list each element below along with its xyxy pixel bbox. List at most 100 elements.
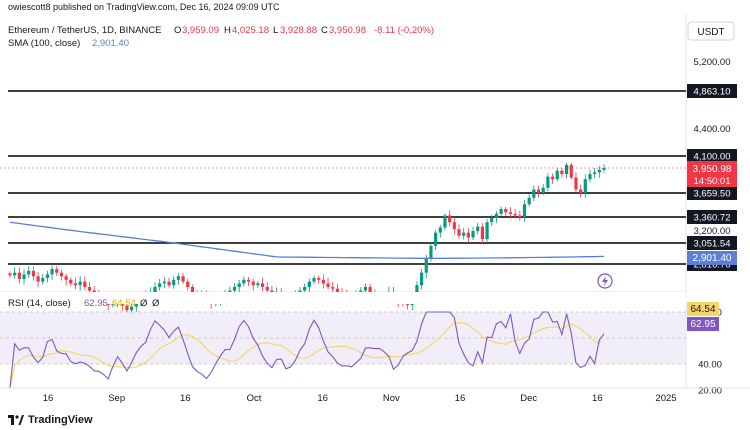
candle-body-118 xyxy=(560,170,564,175)
candle-body-124 xyxy=(588,174,592,180)
symbol-title: Ethereum / TetherUS, 1D, BINANCE xyxy=(8,25,161,36)
level-tag-2 xyxy=(687,186,737,200)
rsi-ma-tag-value: 64.54 xyxy=(690,304,715,315)
candle-body-39 xyxy=(190,286,195,293)
candle-body-9 xyxy=(50,269,54,275)
currency-button[interactable] xyxy=(687,21,735,41)
candle-body-127 xyxy=(602,168,606,170)
candle-body-96 xyxy=(457,229,461,236)
candle-body-48 xyxy=(232,286,237,291)
sma-value: 2,901.40 xyxy=(92,38,129,49)
rsi-value: 62.95 xyxy=(84,298,108,309)
level-tag-4 xyxy=(687,236,737,250)
candle-body-16 xyxy=(83,281,87,287)
candle-body-35 xyxy=(172,279,176,286)
candle-body-120 xyxy=(569,164,573,178)
ohlc-legend: Ethereum / TetherUS, 1D, BINANCE O 3,959… xyxy=(8,25,434,36)
price-axis[interactable]: 5,200.00 4,400.00 3,200.00 4,863.10 4,100.00… xyxy=(687,57,737,271)
candle-body-64 xyxy=(307,281,311,287)
rsi-ma-value: 64.54 xyxy=(112,298,136,309)
candle-body-101 xyxy=(480,226,484,240)
candle-body-55 xyxy=(265,286,269,291)
sma-line xyxy=(9,221,605,259)
level-tag-label-0: 4,863.10 xyxy=(694,87,731,98)
candle-body-91 xyxy=(434,232,438,246)
candle-body-89 xyxy=(424,258,428,273)
candle-body-123 xyxy=(583,179,587,193)
rsi-tick-2: 20.00 xyxy=(698,386,722,397)
candle-body-65 xyxy=(312,278,316,282)
candle-body-63 xyxy=(303,286,307,291)
candle-body-7 xyxy=(41,278,45,282)
alert-icon[interactable] xyxy=(597,273,613,289)
candle-body-6 xyxy=(36,276,40,282)
pane-gap xyxy=(0,292,686,304)
rsi-ma-tag: 64.54 xyxy=(687,302,719,316)
currency-button-label: USDT xyxy=(697,27,724,38)
candle-body-113 xyxy=(536,189,541,193)
level-tag-1 xyxy=(687,149,737,163)
candle-body-126 xyxy=(597,169,601,173)
support-resistance-levels xyxy=(8,90,686,265)
price-tick-2: 3,200.00 xyxy=(694,226,731,237)
current-price-value: 3,950.98 xyxy=(693,164,732,175)
time-tick-5: Nov xyxy=(383,393,400,404)
candle-body-98 xyxy=(466,232,470,238)
time-tick-3: Oct xyxy=(247,393,262,404)
level-tag-label-3: 3,360.72 xyxy=(694,213,731,224)
candle-body-31 xyxy=(153,286,157,293)
candle-body-105 xyxy=(499,209,503,214)
high-value: 4,025.18 xyxy=(232,25,269,36)
price-tick-0: 5,200.00 xyxy=(694,57,731,68)
candle-body-53 xyxy=(256,283,260,286)
time-tick-6: 16 xyxy=(455,393,466,404)
candle-body-95 xyxy=(452,222,456,230)
bar-countdown: 14:50:01 xyxy=(694,176,731,187)
candle-body-32 xyxy=(158,283,162,287)
rsi-tag-value: 62.95 xyxy=(690,319,715,330)
publisher-note: owiescott8 published on TradingView.com,… xyxy=(8,2,280,12)
candle-body-88 xyxy=(419,272,424,286)
time-tick-4: 16 xyxy=(317,393,328,404)
sma-label: SMA (100, close) xyxy=(8,38,80,49)
candle-body-34 xyxy=(167,281,171,286)
candle-body-122 xyxy=(579,189,583,193)
current-price-tag: 3,950.98 14:50:01 xyxy=(687,161,737,187)
candle-body-70 xyxy=(335,288,340,293)
time-axis[interactable]: 16 Sep 16 Oct 16 Nov 16 Dec 16 2025 xyxy=(43,393,677,404)
candle-body-125 xyxy=(593,172,597,175)
candle-body-11 xyxy=(59,272,64,277)
candle-body-119 xyxy=(564,164,569,175)
candle-body-52 xyxy=(251,281,255,286)
rsi-tag: 62.95 xyxy=(687,317,719,331)
candle-body-51 xyxy=(246,279,251,282)
candle-body-111 xyxy=(527,197,531,205)
candle-body-67 xyxy=(321,279,325,284)
change-value: -8.11 (-0.20%) xyxy=(374,25,434,36)
candle-body-50 xyxy=(242,279,246,284)
candle-body-117 xyxy=(555,170,559,180)
candle-body-1 xyxy=(13,272,17,276)
sma-price-tag: 2,901.40 xyxy=(687,251,737,265)
candle-body-116 xyxy=(550,176,555,180)
candle-body-38 xyxy=(186,281,190,287)
candle-body-108 xyxy=(513,213,517,216)
candle-body-99 xyxy=(471,231,475,238)
candle-body-15 xyxy=(78,281,82,286)
candle-body-3 xyxy=(22,274,26,279)
level-tag-label-4: 3,051.54 xyxy=(694,239,731,250)
candle-body-102 xyxy=(485,222,489,240)
rsi-extra-2: Ø xyxy=(152,298,160,309)
level-tag-3 xyxy=(687,210,737,224)
candle-body-90 xyxy=(429,245,433,259)
candle-body-54 xyxy=(260,283,265,287)
candle-body-97 xyxy=(462,232,466,236)
time-tick-2: 16 xyxy=(180,393,191,404)
candle-body-36 xyxy=(176,276,180,280)
candle-body-115 xyxy=(546,176,550,188)
rsi-pane[interactable] xyxy=(0,311,686,388)
time-tick-7: Dec xyxy=(520,393,537,404)
candle-body-66 xyxy=(317,278,321,280)
time-tick-0: 16 xyxy=(43,393,54,404)
